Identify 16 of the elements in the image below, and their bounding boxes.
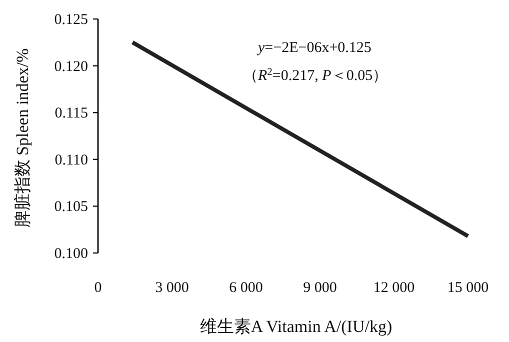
x-tick-label: 9 000 xyxy=(303,280,337,296)
y-tick-label: 0.115 xyxy=(54,106,88,122)
annotation: y=−2E−06x+0.125 xyxy=(256,40,372,56)
y-tick-label: 0.120 xyxy=(54,58,88,75)
x-tick-label: 3 000 xyxy=(155,280,189,296)
y-tick-label: 0.100 xyxy=(54,246,88,262)
y-tick-label: 0.105 xyxy=(54,199,88,216)
x-axis-title: 维生素A Vitamin A/(IU/kg) xyxy=(200,317,392,336)
x-tick-label: 0 xyxy=(94,280,102,296)
y-tick-label: 0.110 xyxy=(54,152,88,168)
x-tick-label: 15 000 xyxy=(447,280,489,296)
annotation: （R$^{2}$=0.217, P＜0.05） xyxy=(243,66,388,84)
y-axis-title: 脾脏指数 Spleen index/% xyxy=(13,48,32,228)
y-tick-label: 0.125 xyxy=(54,12,88,28)
x-tick-label: 6 000 xyxy=(229,280,263,296)
x-tick-label: 12 000 xyxy=(373,280,415,296)
